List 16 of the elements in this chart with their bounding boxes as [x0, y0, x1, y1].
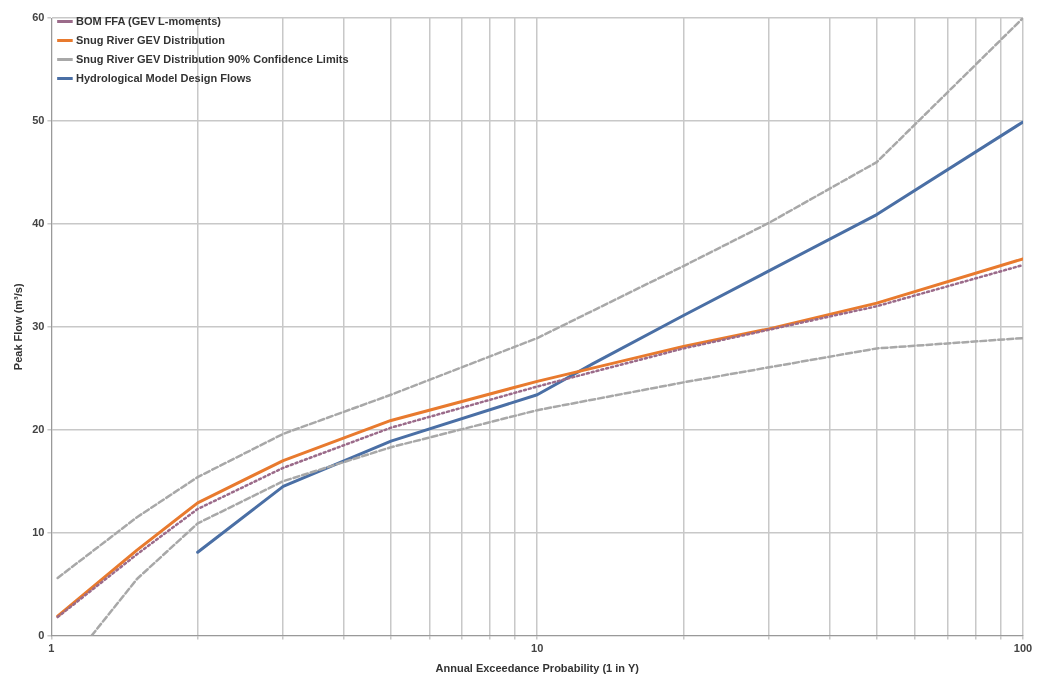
legend-label: Hydrological Model Design Flows — [75, 71, 252, 84]
y-tick-label: 20 — [32, 422, 45, 435]
x-axis-title: Annual Exceedance Probability (1 in Y) — [435, 662, 640, 675]
x-tick-label: 100 — [1013, 642, 1033, 655]
legend-label: BOM FFA (GEV L-moments) — [75, 14, 222, 27]
y-tick-label: 60 — [32, 11, 45, 24]
legend-label: Snug River GEV Distribution — [75, 33, 226, 46]
x-tick-label: 10 — [531, 642, 544, 655]
y-tick-label: 50 — [32, 113, 45, 126]
legend-label: Snug River GEV Distribution 90% Confidence Limits — [75, 52, 349, 65]
y-tick-label: 30 — [32, 319, 45, 332]
x-tick-label: 1 — [48, 642, 55, 655]
y-axis-title: Peak Flow (m³/s) — [11, 283, 24, 371]
y-tick-label: 0 — [38, 628, 45, 641]
y-tick-label: 40 — [32, 216, 45, 229]
y-tick-label: 10 — [32, 525, 45, 538]
